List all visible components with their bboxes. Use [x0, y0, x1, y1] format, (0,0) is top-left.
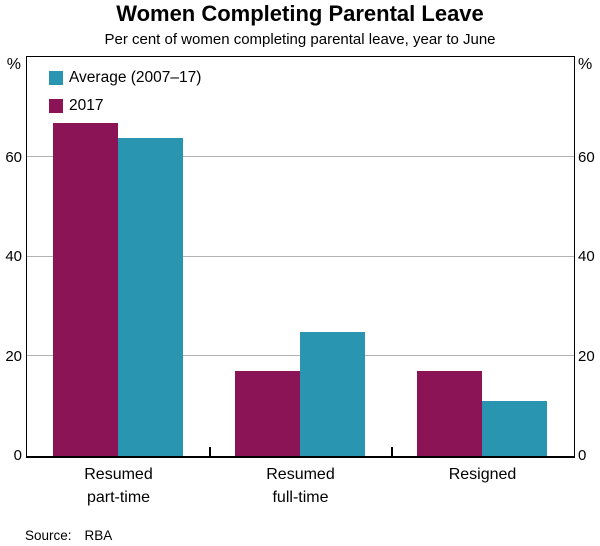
y-tick-label-left-0: 0: [13, 447, 22, 464]
x-category-label-1: Resumed full-time: [216, 464, 386, 509]
x-category-label-line: Resumed: [266, 466, 335, 483]
source-value: RBA: [84, 528, 113, 543]
x-boundary-tick-1: [208, 446, 211, 456]
chart-subtitle: Per cent of women completing parental le…: [104, 31, 496, 48]
bar-average-2007-17--cat0: [118, 137, 183, 456]
y-tick-label-left-40: 40: [5, 248, 22, 265]
y-tick-label-right-0: 0: [578, 447, 587, 464]
bar-average-2007-17--cat2: [482, 401, 547, 456]
x-category-label-line: full-time: [272, 488, 329, 506]
y-tick-label-left-20: 20: [5, 347, 22, 365]
legend-label: Average (2007–17): [69, 69, 202, 86]
y-axis-unit-left: %: [6, 56, 21, 73]
y-tick-label-right-20: 20: [578, 347, 595, 365]
y-tick-label-right-60: 60: [578, 148, 595, 166]
plot-area: Average (2007–17) 2017: [26, 56, 575, 458]
x-category-label-line: Resumed: [84, 466, 153, 483]
legend-item-1: 2017: [49, 92, 201, 120]
source-note: Source: RBA: [25, 528, 112, 543]
legend-swatch-icon: [49, 71, 63, 85]
gridline-40: [27, 255, 574, 257]
x-boundary-tick-2: [390, 446, 393, 456]
y-axis-unit-right: %: [578, 56, 593, 73]
gridline-60: [27, 156, 574, 157]
bar-average-2007-17--cat1: [300, 331, 365, 456]
x-category-label-2: Resigned: [398, 464, 568, 487]
legend-swatch-icon: [49, 99, 63, 113]
chart-title: Women Completing Parental Leave: [116, 1, 484, 26]
x-category-label-0: Resumed part-time: [34, 464, 204, 509]
y-tick-label-right-40: 40: [578, 248, 595, 265]
bar-2017-cat0: [53, 122, 118, 456]
source-label: Source:: [25, 528, 72, 543]
x-category-label-line: Resigned: [448, 466, 517, 483]
bar-2017-cat2: [417, 371, 482, 456]
x-category-label-line: part-time: [86, 488, 151, 506]
legend: Average (2007–17) 2017: [49, 64, 201, 120]
y-tick-label-left-60: 60: [5, 148, 22, 166]
legend-label: 2017: [69, 97, 104, 114]
legend-item-0: Average (2007–17): [49, 64, 201, 92]
bar-2017-cat1: [235, 371, 300, 456]
